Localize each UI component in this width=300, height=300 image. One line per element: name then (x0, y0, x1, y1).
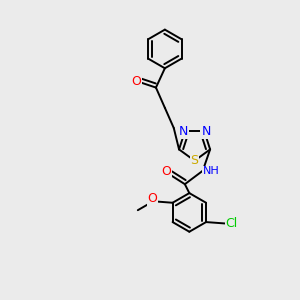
Text: S: S (190, 154, 199, 167)
Text: N: N (178, 124, 188, 138)
Text: O: O (161, 165, 171, 178)
Text: Cl: Cl (226, 217, 238, 230)
Text: N: N (201, 124, 211, 138)
Text: O: O (148, 192, 158, 206)
Text: NH: NH (202, 167, 219, 176)
Text: O: O (131, 75, 141, 88)
